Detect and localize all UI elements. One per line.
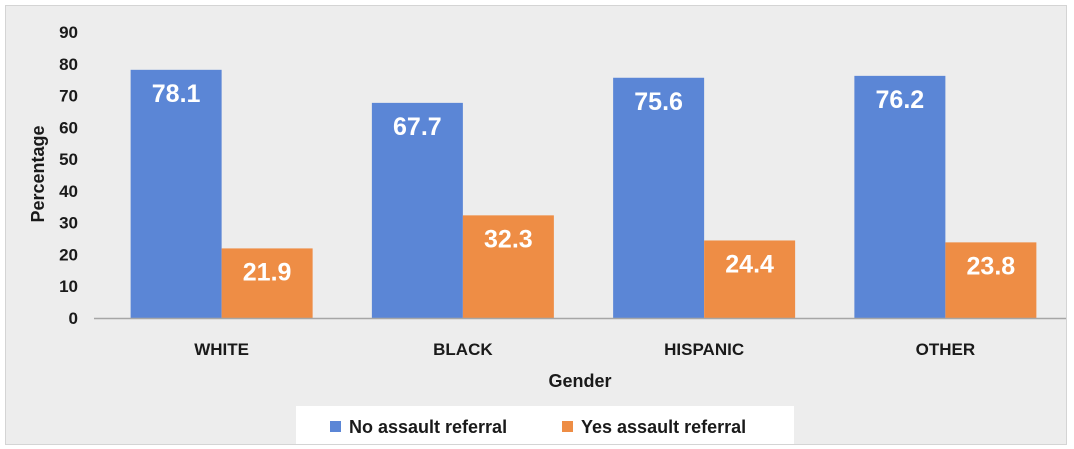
y-axis-title: Percentage <box>28 125 48 222</box>
bar-yes-assault-other <box>945 242 1037 318</box>
x-category-label-black: BLACK <box>433 340 493 359</box>
y-tick-label: 70 <box>59 87 78 106</box>
bar-chart: 0 10 20 30 40 50 60 70 80 90 78.1 21.9 67.7 32.3 75.6… <box>28 23 1066 444</box>
data-label: 67.7 <box>393 113 442 141</box>
y-tick-label: 0 <box>69 309 78 328</box>
bar-yes-assault-black <box>462 215 554 318</box>
y-tick-label: 40 <box>59 182 78 201</box>
x-axis-category-labels: WHITE BLACK HISPANIC OTHER <box>194 340 975 359</box>
x-axis-title: Gender <box>548 371 611 391</box>
y-tick-label: 20 <box>59 245 78 264</box>
y-tick-label: 90 <box>59 23 78 42</box>
legend-label-yes-assault: Yes assault referral <box>581 417 746 437</box>
bar-yes-assault-hispanic <box>704 240 796 318</box>
bar-yes-assault-white <box>221 248 313 318</box>
bar-no-assault-other <box>854 75 946 318</box>
legend-box <box>296 406 794 444</box>
data-label: 32.3 <box>484 225 533 253</box>
bar-no-assault-white <box>130 69 222 318</box>
legend-swatch-yes-assault <box>562 421 573 432</box>
bar-no-assault-black <box>371 102 463 318</box>
y-tick-label: 30 <box>59 214 78 233</box>
data-label: 23.8 <box>967 252 1016 280</box>
bars <box>130 69 1037 318</box>
x-category-label-other: OTHER <box>916 340 976 359</box>
y-tick-label: 60 <box>59 118 78 137</box>
y-tick-label: 10 <box>59 277 78 296</box>
data-label: 75.6 <box>634 88 683 116</box>
legend: No assault referral Yes assault referral <box>296 406 794 444</box>
legend-label-no-assault: No assault referral <box>349 417 507 437</box>
data-label: 21.9 <box>243 258 292 286</box>
y-tick-label: 80 <box>59 55 78 74</box>
data-label: 78.1 <box>152 80 201 108</box>
y-tick-label: 50 <box>59 150 78 169</box>
y-axis-ticks: 0 10 20 30 40 50 60 70 80 90 <box>59 23 78 328</box>
x-category-label-white: WHITE <box>194 340 249 359</box>
data-labels: 78.1 21.9 67.7 32.3 75.6 24.4 76.2 23.8 <box>152 80 1016 287</box>
chart-frame: 0 10 20 30 40 50 60 70 80 90 78.1 21.9 67.7 32.3 75.6… <box>5 5 1067 445</box>
legend-swatch-no-assault <box>330 421 341 432</box>
x-category-label-hispanic: HISPANIC <box>664 340 744 359</box>
bar-no-assault-hispanic <box>613 77 705 318</box>
data-label: 24.4 <box>725 250 774 278</box>
data-label: 76.2 <box>876 86 925 114</box>
